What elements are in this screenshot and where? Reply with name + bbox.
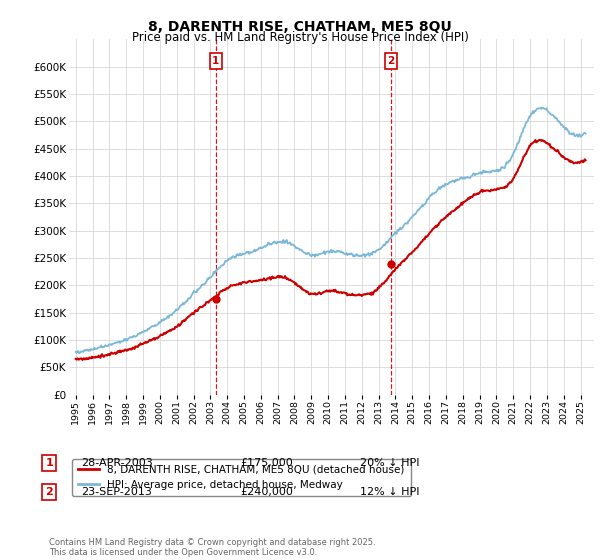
Text: 28-APR-2003: 28-APR-2003 xyxy=(81,458,153,468)
Text: 8, DARENTH RISE, CHATHAM, ME5 8QU: 8, DARENTH RISE, CHATHAM, ME5 8QU xyxy=(148,20,452,34)
Text: 12% ↓ HPI: 12% ↓ HPI xyxy=(360,487,419,497)
Text: 1: 1 xyxy=(212,56,220,66)
Legend: 8, DARENTH RISE, CHATHAM, ME5 8QU (detached house), HPI: Average price, detached: 8, DARENTH RISE, CHATHAM, ME5 8QU (detac… xyxy=(71,459,410,496)
Text: 2: 2 xyxy=(46,487,53,497)
Text: 23-SEP-2013: 23-SEP-2013 xyxy=(81,487,152,497)
Text: 20% ↓ HPI: 20% ↓ HPI xyxy=(360,458,419,468)
Text: Contains HM Land Registry data © Crown copyright and database right 2025.
This d: Contains HM Land Registry data © Crown c… xyxy=(49,538,376,557)
Text: £175,000: £175,000 xyxy=(240,458,293,468)
Text: 1: 1 xyxy=(46,458,53,468)
Text: 2: 2 xyxy=(387,56,395,66)
Text: £240,000: £240,000 xyxy=(240,487,293,497)
Text: Price paid vs. HM Land Registry's House Price Index (HPI): Price paid vs. HM Land Registry's House … xyxy=(131,31,469,44)
